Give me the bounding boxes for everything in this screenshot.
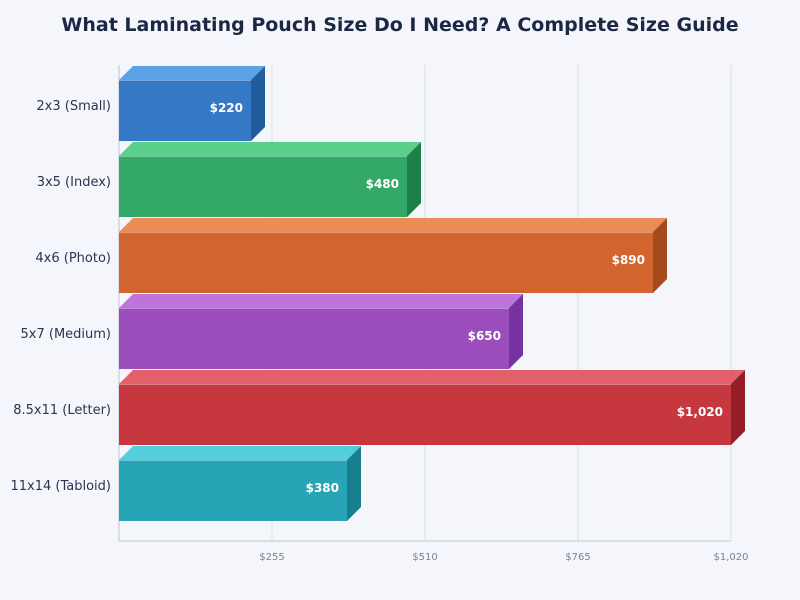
- bar-top-face: [119, 142, 421, 156]
- bar: [119, 232, 653, 293]
- data-label: $380: [306, 481, 339, 495]
- data-label: $1,020: [677, 405, 723, 419]
- bar-top-face: [119, 294, 523, 308]
- category-label: 5x7 (Medium): [21, 327, 112, 342]
- data-label: $480: [366, 177, 399, 191]
- bar-top-face: [119, 446, 361, 460]
- x-tick-label: $255: [259, 552, 284, 563]
- bar-top-face: [119, 218, 667, 232]
- bar-side-face: [347, 446, 361, 521]
- data-label: $220: [210, 101, 243, 115]
- bar-top-face: [119, 66, 265, 80]
- x-tick-label: $510: [412, 552, 437, 563]
- data-label: $650: [468, 329, 501, 343]
- bar: [119, 460, 347, 521]
- chart-title: What Laminating Pouch Size Do I Need? A …: [61, 14, 739, 36]
- x-tick-label: $765: [565, 552, 590, 563]
- bar-side-face: [653, 218, 667, 293]
- category-label: 11x14 (Tabloid): [11, 479, 112, 494]
- category-label: 4x6 (Photo): [35, 251, 111, 266]
- category-label: 8.5x11 (Letter): [13, 403, 111, 418]
- bar-side-face: [509, 294, 523, 369]
- bar: [119, 384, 731, 445]
- bar: [119, 80, 251, 141]
- data-label: $890: [612, 253, 645, 267]
- bar-top-face: [119, 370, 745, 384]
- bar-side-face: [407, 142, 421, 217]
- bar-side-face: [731, 370, 745, 445]
- x-tick-label: $1,020: [714, 552, 749, 563]
- bar: [119, 308, 509, 369]
- bar-side-face: [251, 66, 265, 141]
- category-label: 2x3 (Small): [36, 99, 111, 114]
- bar: [119, 156, 407, 217]
- category-label: 3x5 (Index): [37, 175, 111, 190]
